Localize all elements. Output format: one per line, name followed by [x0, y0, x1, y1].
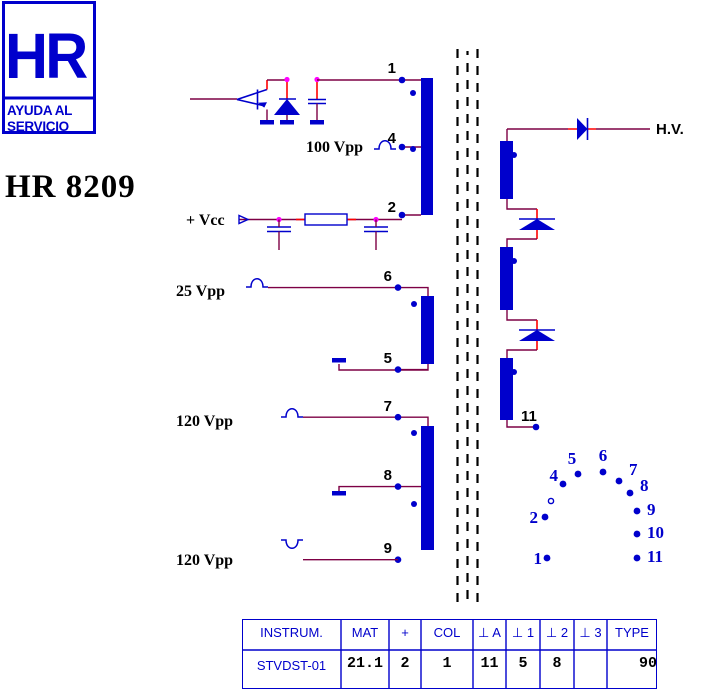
svg-text:9: 9 — [384, 540, 392, 557]
svg-text:7: 7 — [629, 460, 638, 479]
svg-text:8: 8 — [384, 467, 392, 484]
svg-text:7: 7 — [384, 398, 392, 415]
svg-text:1: 1 — [388, 60, 396, 77]
svg-text:2: 2 — [388, 199, 396, 216]
svg-text:120 Vpp: 120 Vpp — [176, 552, 233, 569]
svg-text:5: 5 — [568, 449, 577, 468]
svg-text:25 Vpp: 25 Vpp — [176, 283, 225, 300]
svg-text:100 Vpp: 100 Vpp — [306, 139, 363, 156]
svg-text:4: 4 — [388, 130, 397, 147]
svg-text:6: 6 — [384, 268, 392, 285]
svg-text:9: 9 — [647, 500, 656, 519]
svg-text:120 Vpp: 120 Vpp — [176, 413, 233, 430]
svg-text:1: 1 — [534, 549, 543, 568]
svg-text:11: 11 — [521, 408, 537, 425]
svg-text:4: 4 — [550, 466, 559, 485]
svg-text:+ Vcc: + Vcc — [186, 212, 225, 229]
svg-text:8: 8 — [640, 476, 649, 495]
svg-text:5: 5 — [384, 350, 392, 367]
svg-text:H.V.: H.V. — [656, 121, 684, 138]
svg-text:2: 2 — [530, 508, 539, 527]
svg-text:10: 10 — [647, 523, 664, 542]
svg-text:11: 11 — [647, 547, 663, 566]
svg-text:6: 6 — [599, 446, 608, 465]
